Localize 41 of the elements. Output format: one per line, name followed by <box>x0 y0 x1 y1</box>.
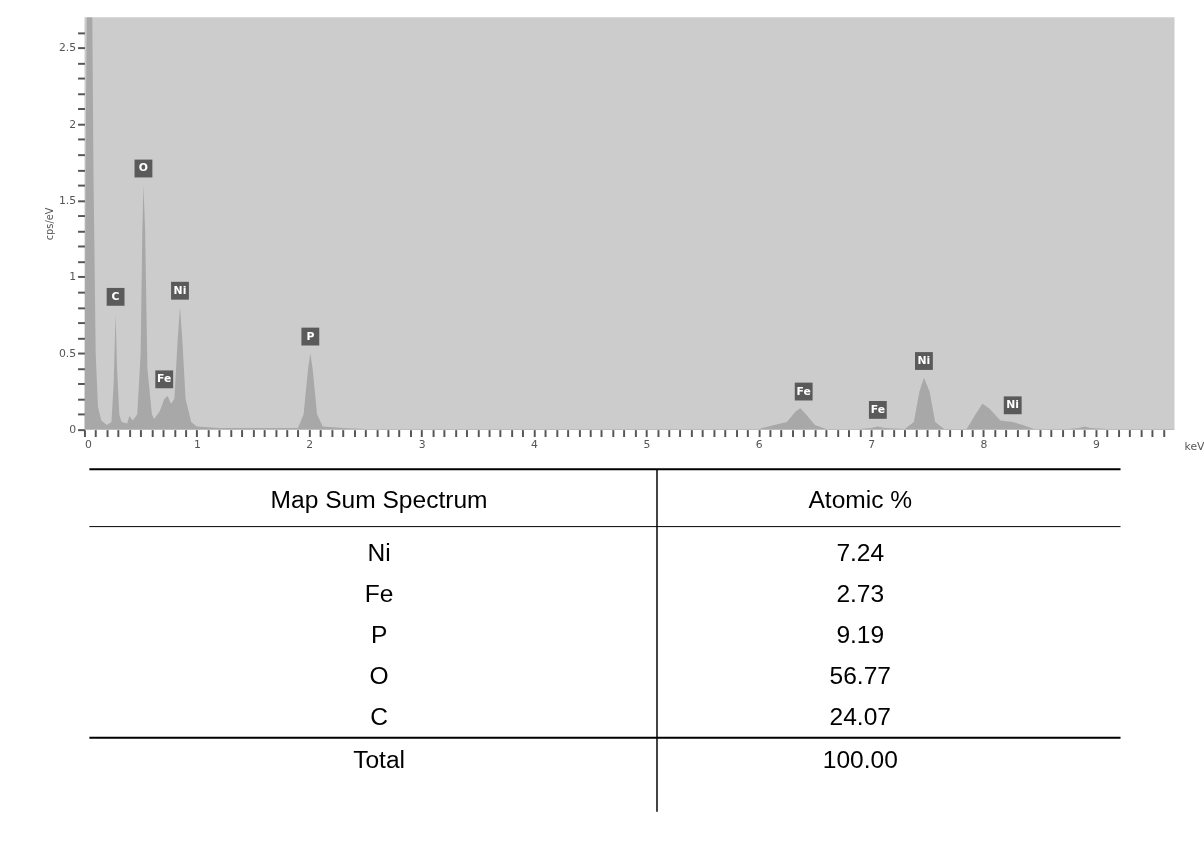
x-tick-label: 3 <box>418 437 426 451</box>
text: 2.73 <box>836 580 885 608</box>
y-tick-label: 2.5 <box>58 41 77 55</box>
x-tick-label: 0 <box>84 437 92 451</box>
y-axis-title: cps/eV <box>44 207 56 241</box>
category-label: Total <box>353 746 405 774</box>
text: 100.00 <box>822 746 898 774</box>
text: 56.77 <box>829 662 891 690</box>
annotation: O <box>138 161 149 175</box>
x-tick-label: 2 <box>306 437 314 451</box>
x-tick-label: 4 <box>531 437 539 451</box>
annotation: Ni <box>173 283 187 297</box>
text: 24.07 <box>829 703 891 731</box>
text: Map Sum Spectrum <box>270 485 488 513</box>
x-axis-title: keV <box>1184 439 1204 453</box>
x-tick-label: 5 <box>643 437 651 451</box>
y-tick-label: 0 <box>69 423 77 437</box>
category-label: Fe <box>364 580 394 608</box>
annotation: Fe <box>870 402 885 416</box>
x-tick-label: 9 <box>1092 437 1100 451</box>
x-tick-label: 7 <box>868 437 876 451</box>
category-label: C <box>370 703 388 731</box>
annotation: Fe <box>796 384 811 398</box>
y-tick-label: 0.5 <box>58 346 77 360</box>
text: 7.24 <box>836 539 885 567</box>
text: 9.19 <box>836 621 885 649</box>
annotation: Fe <box>157 372 172 386</box>
category-label: P <box>370 621 388 649</box>
annotation: C <box>111 289 120 303</box>
y-tick-label: 1.5 <box>58 193 77 207</box>
text: Atomic % <box>808 485 913 513</box>
x-tick-label: 1 <box>193 437 201 451</box>
category-label: Ni <box>367 539 391 567</box>
annotation: Ni <box>1006 398 1020 412</box>
x-tick-label: 6 <box>755 437 763 451</box>
annotation: P <box>306 329 315 343</box>
annotation: Ni <box>917 353 931 367</box>
y-tick-label: 2 <box>69 117 77 131</box>
y-tick-label: 1 <box>69 270 77 284</box>
category-label: O <box>369 662 389 690</box>
x-tick-label: 8 <box>980 437 988 451</box>
